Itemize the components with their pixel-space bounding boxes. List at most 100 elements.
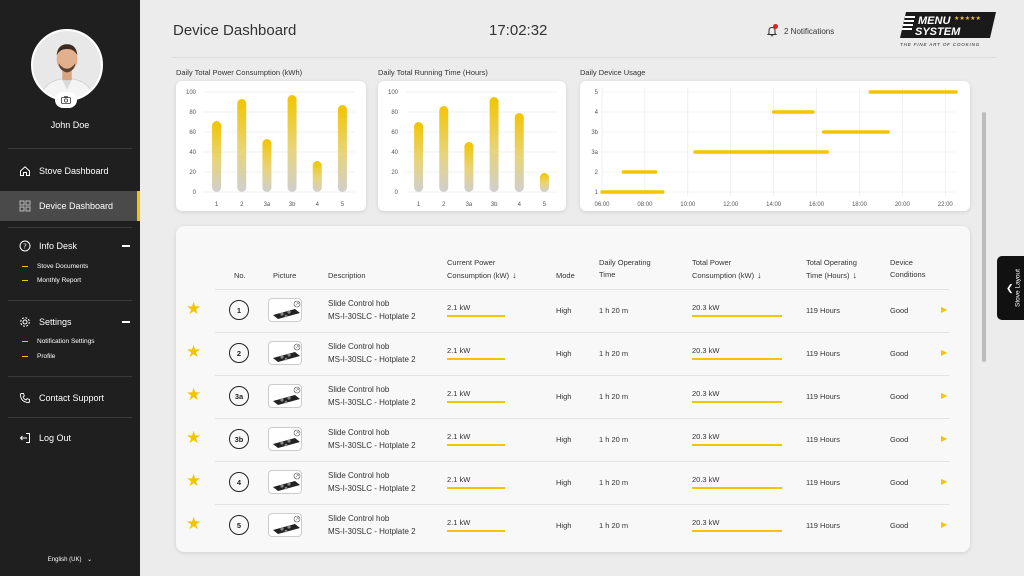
- bar[interactable]: [237, 99, 247, 192]
- bar[interactable]: [514, 113, 524, 192]
- header-line: Current Power: [447, 258, 496, 267]
- phone-icon: [18, 391, 32, 405]
- col-header-daily-time[interactable]: Daily Operating Time: [599, 257, 651, 281]
- total-time-cell: 119 Hours: [806, 521, 841, 530]
- device-number: 1: [229, 300, 249, 320]
- page-title: Device Dashboard: [173, 22, 297, 39]
- total-time-cell: 119 Hours: [806, 306, 841, 315]
- col-header-total-time[interactable]: Total Operating Time (Hours) ↓: [806, 257, 857, 282]
- sort-arrow-icon[interactable]: ↓: [852, 270, 857, 280]
- play-icon[interactable]: ▶: [941, 520, 948, 529]
- row-divider: [215, 504, 949, 505]
- device-description: Slide Control hob MS-I-30SLC - Hotplate …: [328, 383, 416, 409]
- mode-cell: High: [556, 478, 572, 487]
- device-picture[interactable]: [268, 513, 302, 537]
- total-time-cell: 119 Hours: [806, 392, 841, 401]
- daily-time-cell: 1 h 20 m: [599, 306, 629, 315]
- nav-monthly-report[interactable]: Monthly Report: [22, 277, 81, 284]
- nav-notification-settings[interactable]: Notification Settings: [22, 338, 94, 345]
- star-icon[interactable]: ★: [186, 514, 202, 533]
- description-line: Slide Control hob: [328, 471, 390, 480]
- current-power-bar: [447, 487, 505, 489]
- bar[interactable]: [262, 139, 272, 192]
- device-picture[interactable]: [268, 298, 302, 322]
- device-number: 3b: [229, 429, 249, 449]
- daily-time-cell: 1 h 20 m: [599, 349, 629, 358]
- header-line: Total Operating: [806, 258, 857, 267]
- play-icon[interactable]: ▶: [941, 434, 948, 443]
- col-header-condition: Device Conditions: [890, 257, 925, 281]
- play-icon[interactable]: ▶: [941, 305, 948, 314]
- logo: MENU SYSTEM ★★★★★ THE FINE ART OF COOKIN…: [900, 10, 996, 50]
- mode-cell: High: [556, 521, 572, 530]
- bar[interactable]: [337, 105, 347, 192]
- x-tick-label: 06:00: [594, 202, 610, 208]
- description-line: MS-I-30SLC - Hotplate 2: [328, 312, 416, 321]
- bar[interactable]: [287, 95, 297, 192]
- sidebar-divider: [8, 148, 132, 149]
- star-icon[interactable]: ★: [186, 428, 202, 447]
- play-icon[interactable]: ▶: [941, 348, 948, 357]
- x-tick-label: 2: [240, 202, 244, 208]
- nav-stove-documents[interactable]: Stove Documents: [22, 263, 88, 270]
- bar[interactable]: [414, 122, 424, 192]
- total-power-value: 20.3 kW: [692, 432, 720, 441]
- x-tick-label: 14:00: [766, 202, 782, 208]
- sort-arrow-icon[interactable]: ↓: [757, 270, 762, 280]
- bar[interactable]: [312, 161, 322, 192]
- current-power-cell: 2.1 kW: [447, 432, 505, 446]
- device-number: 5: [229, 515, 249, 535]
- device-picture[interactable]: [268, 427, 302, 451]
- nav-settings[interactable]: Settings: [0, 307, 140, 337]
- header-line: Time (Hours): [806, 271, 850, 280]
- sort-arrow-icon[interactable]: ↓: [512, 270, 517, 280]
- total-power-bar: [692, 358, 782, 360]
- nav-stove-dashboard[interactable]: Stove Dashboard: [0, 156, 140, 186]
- collapse-icon[interactable]: [122, 321, 130, 323]
- language-selector[interactable]: English (UK) ⌄: [0, 556, 140, 563]
- nav-profile[interactable]: Profile: [22, 353, 55, 360]
- row-divider: [215, 332, 949, 333]
- play-icon[interactable]: ▶: [941, 477, 948, 486]
- device-picture[interactable]: [268, 384, 302, 408]
- col-header-current-power[interactable]: Current Power Consumption (kW) ↓: [447, 257, 517, 282]
- nav-info-desk[interactable]: ? Info Desk: [0, 231, 140, 261]
- avatar[interactable]: [31, 29, 103, 101]
- play-icon[interactable]: ▶: [941, 391, 948, 400]
- bar[interactable]: [212, 121, 222, 192]
- mode-cell: High: [556, 306, 572, 315]
- total-power-value: 20.3 kW: [692, 346, 720, 355]
- star-icon[interactable]: ★: [186, 385, 202, 404]
- collapse-icon[interactable]: [122, 245, 130, 247]
- device-description: Slide Control hob MS-I-30SLC - Hotplate …: [328, 297, 416, 323]
- star-icon[interactable]: ★: [186, 471, 202, 490]
- device-picture[interactable]: [268, 470, 302, 494]
- total-time-cell: 119 Hours: [806, 349, 841, 358]
- device-picture[interactable]: [268, 341, 302, 365]
- bar[interactable]: [464, 142, 474, 192]
- star-icon[interactable]: ★: [186, 299, 202, 318]
- bar[interactable]: [489, 97, 499, 192]
- notifications-button[interactable]: 2 Notifications: [766, 24, 834, 37]
- x-tick-label: 5: [543, 202, 547, 208]
- star-icon[interactable]: ★: [186, 342, 202, 361]
- col-header-total-power[interactable]: Total Power Consumption (kW) ↓: [692, 257, 762, 282]
- home-icon: [18, 164, 32, 178]
- stove-layout-tab[interactable]: ❮ Stove Layout: [997, 256, 1024, 320]
- description-line: MS-I-30SLC - Hotplate 2: [328, 484, 416, 493]
- scrollbar[interactable]: [982, 112, 986, 362]
- clock: 17:02:32: [489, 22, 548, 39]
- nav-device-dashboard[interactable]: Device Dashboard: [0, 191, 140, 221]
- camera-icon[interactable]: [55, 92, 77, 108]
- daily-time-cell: 1 h 20 m: [599, 521, 629, 530]
- col-header-mode: Mode: [556, 271, 575, 280]
- chevron-down-icon: ⌄: [87, 557, 93, 563]
- nav-log-out[interactable]: Log Out: [0, 423, 140, 453]
- total-time-cell: 119 Hours: [806, 435, 841, 444]
- bar[interactable]: [539, 173, 549, 192]
- current-power-value: 2.1 kW: [447, 432, 471, 441]
- nav-contact-support[interactable]: Contact Support: [0, 383, 140, 413]
- bar[interactable]: [439, 106, 449, 192]
- total-power-value: 20.3 kW: [692, 475, 720, 484]
- bell-icon: [766, 24, 778, 37]
